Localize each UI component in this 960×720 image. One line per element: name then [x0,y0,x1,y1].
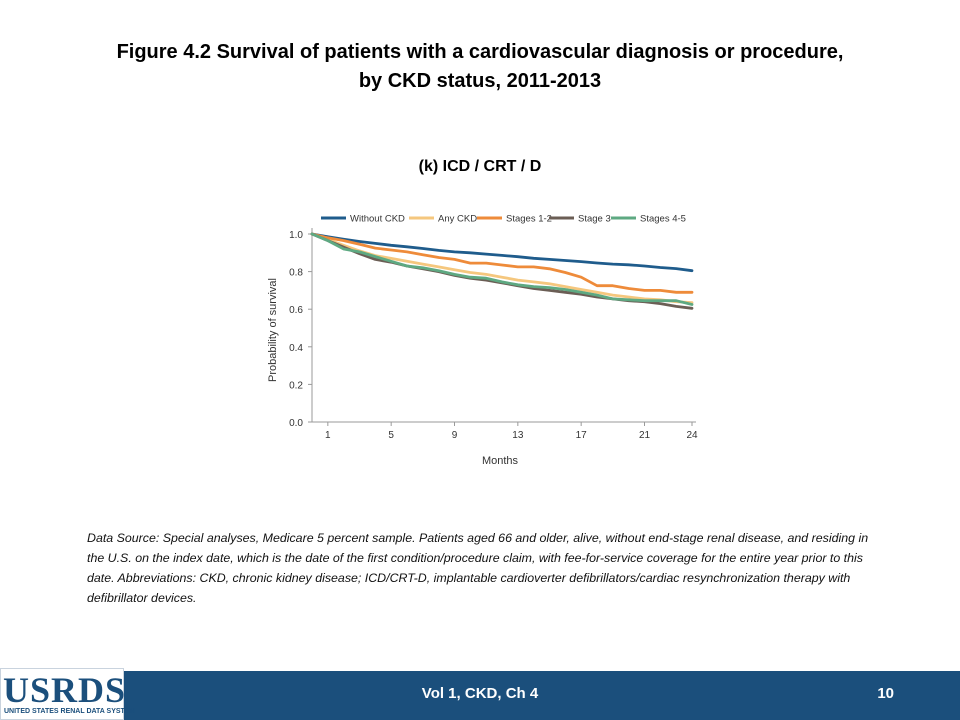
y-tick-label: 0.2 [289,380,303,391]
usrds-logo: USRDS UNITED STATES RENAL DATA SYSTEM [0,668,135,720]
y-axis-label: Probability of survival [267,278,279,382]
footer-label: Vol 1, CKD, Ch 4 [421,685,539,702]
x-tick-label: 1 [325,430,331,441]
y-tick-label: 1.0 [289,230,303,241]
legend-label: Stages 4-5 [640,214,686,225]
series-line-stages-1-2 [310,232,694,294]
footer-bar: Vol 1, CKD, Ch 4 10 [0,671,960,720]
x-tick-label: 17 [576,430,588,441]
survival-line-chart: Without CKD Any CKD Stages 1-2 Stage 3 Stage… [267,214,698,468]
y-tick-label: 0.4 [289,343,303,354]
x-tick-label: 21 [639,430,651,441]
legend-label: Any CKD [438,214,477,225]
chart-subtitle: (k) ICD / CRT / D [418,158,542,175]
x-tick-label: 24 [686,430,698,441]
figure-title-line-1: Figure 4.2 Survival of patients with a c… [116,41,844,63]
page-number: 10 [877,685,894,702]
chart-axes: 0.0 0.2 0.4 0.6 0.8 1.0 1 5 9 13 17 21 24 [289,228,698,441]
legend-label: Stages 1-2 [506,214,552,225]
chart-legend: Without CKD Any CKD Stages 1-2 Stage 3 Stage… [321,214,686,225]
data-source-note: Data Source: Special analyses, Medicare … [87,531,869,605]
logo-wordmark: USRDS [3,670,127,710]
series-line-stages-4-5 [310,232,694,306]
figure-title-line-2: by CKD status, 2011-2013 [358,70,602,92]
x-tick-label: 13 [512,430,524,441]
series-line-without-ckd [310,232,694,273]
x-axis-label: Months [482,455,519,467]
figure-title: Figure 4.2 Survival of patients with a c… [60,38,900,96]
legend-label: Stage 3 [578,214,611,225]
x-tick-label: 5 [388,430,394,441]
y-tick-label: 0.6 [289,305,303,316]
y-tick-label: 0.8 [289,268,303,279]
y-tick-label: 0.0 [289,418,303,429]
logo-tagline: UNITED STATES RENAL DATA SYSTEM [4,708,136,715]
x-tick-label: 9 [452,430,458,441]
legend-label: Without CKD [350,214,405,225]
series-line-any-ckd [310,232,694,304]
chart-series [310,232,694,310]
